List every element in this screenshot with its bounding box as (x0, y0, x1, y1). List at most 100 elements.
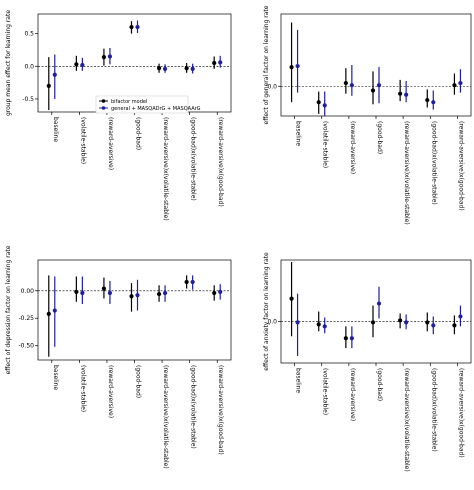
data-point (218, 289, 223, 294)
x-tick-label: (reward-aversive)x(good-bad) (217, 117, 224, 207)
data-point (74, 62, 79, 67)
x-tick-label: (good-bad)x(volatile-stable) (190, 365, 197, 449)
x-tick-label: (good-bad)x(volatile-stable) (430, 121, 437, 205)
data-point (343, 80, 348, 86)
x-tick-label: (good-bad)x(volatile-stable) (190, 117, 197, 201)
plot-frame (280, 13, 472, 117)
x-tick-label: (good-bad) (135, 117, 142, 150)
x-tick-label: (reward-aversive) (107, 117, 114, 170)
y-axis-label: group mean effect for learning rate (5, 10, 12, 116)
data-point (376, 301, 382, 306)
legend-entry-label: general + MASQADrG + MASQAArG (111, 106, 201, 112)
x-tick-label: baseline (295, 368, 302, 393)
y-tick-label: 0.0 (24, 63, 34, 70)
data-point (376, 83, 382, 88)
chart-panel-bottom-left: -0.50 -0.25 0.00 effect of depression facto… (5, 245, 232, 469)
data-point (190, 66, 195, 71)
y-axis-label: effect of anxiety factor on learning rat… (263, 252, 270, 371)
data-point (458, 314, 463, 319)
data-point (74, 289, 79, 294)
data-point (431, 100, 436, 105)
plot-frame (280, 259, 472, 364)
y-axis-label: effect of depression factor on learning … (5, 245, 12, 374)
x-tick-label: (reward-aversive) (107, 365, 114, 418)
legend-marker (101, 106, 106, 110)
x-tick-label: (reward-aversive) (349, 368, 356, 421)
x-tick-label: (volatile-stable) (79, 117, 86, 164)
x-tick-label: (volatile-stable) (322, 368, 329, 415)
data-point (452, 83, 457, 88)
x-tick-label: (good-bad) (376, 121, 383, 154)
data-point (107, 290, 113, 296)
data-point (184, 279, 189, 285)
data-point (398, 318, 403, 323)
data-point (156, 66, 162, 71)
data-point (458, 80, 463, 86)
x-tick-label: (reward-aversive)x(good-bad) (217, 365, 224, 455)
x-tick-label: baseline (52, 365, 59, 390)
x-tick-label: (good-bad) (135, 365, 142, 398)
data-point (80, 290, 85, 296)
legend-box (95, 95, 189, 114)
chart-panel-top-left: -0.5 0.0 0.5 group mean effect for learning… (5, 10, 232, 221)
data-point (184, 66, 189, 71)
legend-marker (101, 99, 106, 103)
data-point (370, 88, 376, 93)
x-tick-label: (reward-aversive) (349, 121, 356, 174)
data-point (218, 60, 223, 65)
data-point (322, 103, 327, 108)
data-point (343, 336, 348, 341)
data-point (404, 320, 409, 325)
data-point (162, 290, 168, 296)
data-point (398, 91, 403, 96)
data-point (212, 60, 217, 66)
data-point (80, 62, 85, 68)
data-point (212, 290, 217, 296)
x-tick-label: (reward-aversive)x(good-bad) (457, 121, 464, 211)
x-tick-label: baseline (52, 117, 59, 142)
data-point (349, 336, 354, 341)
data-point (404, 92, 409, 97)
y-tick-label: 0.00 (21, 288, 35, 295)
y-tick-label: 0.0 (267, 318, 277, 325)
y-axis-label: effect of general factor on learning rat… (263, 5, 270, 124)
legend-entry-label: bifactor model (111, 99, 147, 105)
data-point (289, 65, 294, 70)
data-point (316, 100, 321, 105)
x-tick-label: (reward-aversive)x(volatile-stable) (403, 121, 410, 225)
x-tick-label: (reward-aversive)x(volatile-stable) (403, 368, 410, 472)
y-tick-label: 0.5 (24, 31, 34, 38)
data-point (370, 320, 376, 325)
x-tick-label: baseline (295, 121, 302, 146)
x-tick-label: (reward-aversive)x(volatile-stable) (162, 117, 169, 221)
data-point (162, 66, 168, 71)
x-tick-label: (volatile-stable) (322, 121, 329, 168)
data-point (135, 293, 140, 298)
data-point (101, 55, 107, 60)
data-point (431, 323, 436, 328)
data-point (190, 279, 195, 285)
y-tick-label: -0.25 (18, 315, 34, 322)
data-point (156, 291, 162, 297)
data-point (289, 296, 294, 301)
y-tick-label: -0.50 (18, 343, 34, 350)
data-point (322, 324, 327, 329)
data-point (452, 323, 457, 328)
data-point (46, 83, 51, 88)
y-tick-label: 0.0 (267, 83, 277, 90)
x-tick-label: (reward-aversive)x(good-bad) (457, 368, 464, 458)
data-point (52, 308, 57, 313)
x-tick-label: (good-bad)x(volatile-stable) (430, 368, 437, 452)
x-tick-label: (reward-aversive)x(volatile-stable) (162, 365, 169, 469)
data-point (52, 72, 57, 77)
data-point (425, 320, 430, 325)
data-point (295, 63, 300, 69)
data-point (425, 97, 430, 103)
data-point (295, 320, 300, 325)
data-point (107, 54, 113, 59)
plot-frame (37, 259, 232, 361)
